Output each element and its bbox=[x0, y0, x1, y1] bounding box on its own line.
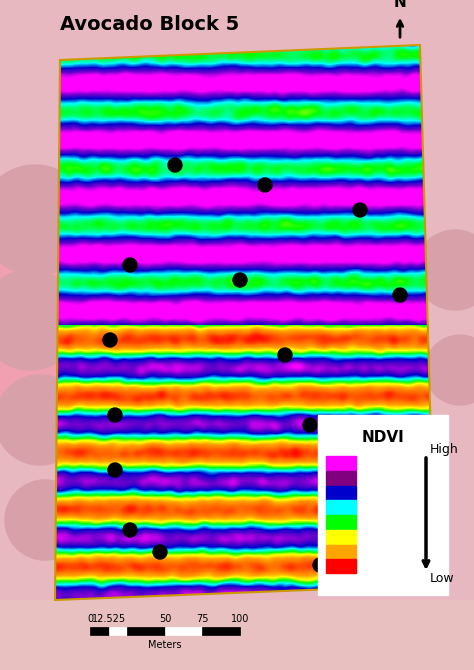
Circle shape bbox=[0, 375, 85, 465]
Circle shape bbox=[0, 165, 90, 275]
Circle shape bbox=[5, 480, 85, 560]
Bar bbox=[202, 627, 240, 635]
Circle shape bbox=[338, 478, 352, 492]
Text: 100: 100 bbox=[231, 614, 249, 624]
Text: 75: 75 bbox=[196, 614, 209, 624]
Bar bbox=[0, 600, 474, 670]
Text: Avocado Block 5: Avocado Block 5 bbox=[60, 15, 239, 34]
Circle shape bbox=[108, 463, 122, 477]
Circle shape bbox=[233, 273, 247, 287]
Circle shape bbox=[258, 178, 272, 192]
Text: 50: 50 bbox=[159, 614, 171, 624]
Bar bbox=[326, 515, 356, 529]
Circle shape bbox=[123, 523, 137, 537]
Circle shape bbox=[0, 190, 130, 350]
Bar bbox=[165, 627, 202, 635]
Text: 12.525: 12.525 bbox=[91, 614, 126, 624]
Bar bbox=[326, 471, 356, 484]
Bar bbox=[326, 500, 356, 514]
Circle shape bbox=[108, 408, 122, 422]
Circle shape bbox=[278, 348, 292, 362]
Bar bbox=[109, 627, 128, 635]
Circle shape bbox=[313, 558, 327, 572]
Circle shape bbox=[353, 203, 367, 217]
Text: N: N bbox=[393, 0, 406, 10]
Bar bbox=[128, 627, 165, 635]
Circle shape bbox=[103, 333, 117, 347]
Circle shape bbox=[153, 545, 167, 559]
Text: Meters: Meters bbox=[148, 640, 182, 650]
Text: High: High bbox=[430, 444, 459, 456]
Bar bbox=[326, 486, 356, 499]
Text: NDVI: NDVI bbox=[362, 430, 404, 445]
Circle shape bbox=[168, 158, 182, 172]
Bar bbox=[90, 627, 109, 635]
Circle shape bbox=[123, 258, 137, 272]
Circle shape bbox=[425, 335, 474, 405]
Bar bbox=[318, 415, 448, 595]
Text: Low: Low bbox=[430, 572, 455, 584]
Circle shape bbox=[383, 573, 397, 587]
Text: 0: 0 bbox=[87, 614, 93, 624]
Bar bbox=[326, 559, 356, 573]
Circle shape bbox=[0, 270, 80, 370]
Circle shape bbox=[415, 230, 474, 310]
Bar bbox=[326, 545, 356, 558]
Bar bbox=[326, 456, 356, 470]
Circle shape bbox=[393, 288, 407, 302]
Circle shape bbox=[0, 310, 100, 430]
Bar bbox=[326, 530, 356, 543]
Circle shape bbox=[303, 418, 317, 432]
